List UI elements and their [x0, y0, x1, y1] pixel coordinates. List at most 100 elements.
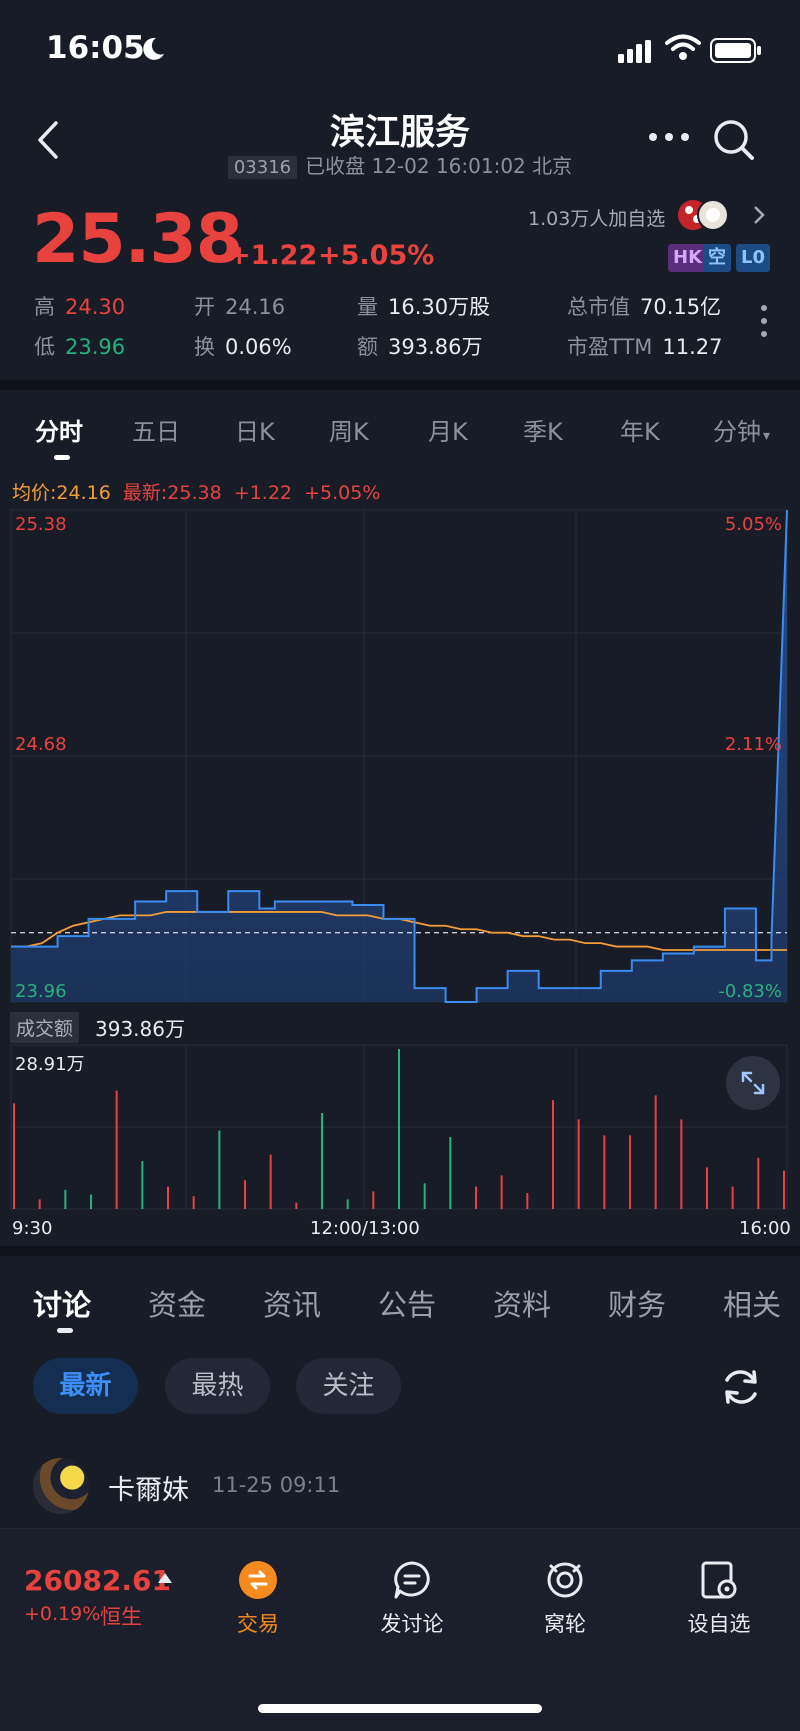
volume-bar	[449, 1137, 452, 1209]
nav-add-watchlist[interactable]: 设自选	[664, 1560, 774, 1638]
tab-capital[interactable]: 资金	[148, 1288, 207, 1322]
volume-bar	[64, 1189, 67, 1209]
volume-bar	[783, 1170, 785, 1209]
intraday-chart[interactable]: 25.38 24.68 23.96 5.05% 2.11% -0.83%	[0, 500, 800, 1240]
triangle-up-icon	[158, 1573, 172, 1583]
stat-turnover-rate: 换 0.06%	[194, 335, 292, 359]
volume-bar	[731, 1186, 734, 1209]
tab-monthly-k[interactable]: 月K	[428, 418, 468, 446]
volume-bar	[757, 1157, 760, 1209]
volume-bar	[295, 1202, 298, 1209]
market-status: 已收盘 12-02 16:01:02 北京	[305, 154, 573, 178]
stat-low: 低 23.96	[34, 335, 126, 359]
y-tick-right-low: -0.83%	[718, 981, 782, 1002]
index-value[interactable]: 26082.61	[24, 1564, 172, 1597]
tab-quarterly-k[interactable]: 季K	[523, 418, 563, 446]
x-tick-mid: 12:00/13:00	[310, 1218, 420, 1239]
tab-daily-k[interactable]: 日K	[235, 418, 275, 446]
tab-yearly-k[interactable]: 年K	[620, 418, 660, 446]
post-author[interactable]: 卡爾妹	[108, 1475, 189, 1506]
avatar[interactable]	[33, 1458, 89, 1514]
moon-icon	[143, 37, 164, 60]
y-tick-mid: 24.68	[15, 734, 67, 755]
filter-latest[interactable]: 最新	[33, 1358, 138, 1414]
price-change: +1.22	[228, 240, 318, 271]
followers-count[interactable]: 1.03万人加自选	[528, 208, 666, 230]
trade-icon	[239, 1561, 277, 1599]
tab-related[interactable]: 相关	[723, 1288, 782, 1322]
tab-financial[interactable]: 财务	[608, 1288, 667, 1322]
tab-minute[interactable]: 分钟 ▾	[713, 418, 771, 446]
filter-hot[interactable]: 最热	[165, 1358, 270, 1414]
volume-bar	[321, 1113, 323, 1209]
stat-high: 高 24.30	[34, 295, 126, 319]
y-tick-high: 25.38	[15, 514, 67, 535]
stock-code: 03316	[227, 156, 298, 179]
volume-bar	[423, 1183, 426, 1209]
volume-bar	[346, 1199, 349, 1209]
index-change: +0.19%	[24, 1603, 101, 1625]
volume-bar	[398, 1049, 400, 1209]
stat-pe: 市盈TTM 11.27	[567, 335, 723, 359]
y-tick-low: 23.96	[15, 981, 67, 1002]
volume-bar	[115, 1090, 118, 1209]
volume-bar	[192, 1196, 195, 1209]
volume-bar	[680, 1119, 683, 1209]
volume-bar	[552, 1100, 554, 1209]
signal-icon	[618, 40, 651, 63]
volume-bar	[167, 1186, 169, 1209]
caret-down-icon: ▾	[763, 428, 771, 444]
badge-short: 空	[703, 244, 731, 272]
volume-bar	[38, 1199, 41, 1209]
expand-icon	[741, 1071, 765, 1095]
vertical-more-icon[interactable]	[760, 304, 768, 338]
tab-intraday[interactable]: 分时	[35, 418, 83, 446]
stat-market-cap: 总市值 70.15亿	[567, 295, 722, 319]
tab-discussion[interactable]: 讨论	[33, 1288, 92, 1322]
post-time: 11-25 09:11	[212, 1473, 341, 1497]
y-tick-right-high: 5.05%	[725, 514, 782, 535]
stat-open: 开 24.16	[194, 295, 286, 319]
stock-subtitle: 03316 已收盘 12-02 16:01:02 北京	[0, 150, 800, 179]
volume-bar	[141, 1161, 144, 1209]
tab-news[interactable]: 资讯	[263, 1288, 322, 1322]
price-area	[11, 510, 787, 1002]
bottom-bar	[0, 1528, 800, 1731]
stat-volume: 量 16.30万股	[357, 295, 491, 319]
volume-bar	[13, 1103, 15, 1209]
x-tick-open: 9:30	[12, 1218, 53, 1239]
page-title: 滨江服务	[329, 113, 470, 153]
tab-profile[interactable]: 资料	[493, 1288, 552, 1322]
volume-bar	[500, 1175, 503, 1209]
chevron-right-icon[interactable]	[752, 204, 766, 226]
nav-trade[interactable]: 交易	[203, 1560, 313, 1638]
warrant-icon	[547, 1562, 583, 1598]
x-tick-close: 16:00	[739, 1218, 791, 1239]
nav-post-discussion[interactable]: 发讨论	[357, 1560, 467, 1638]
home-indicator	[258, 1704, 542, 1713]
tab-announcement[interactable]: 公告	[378, 1288, 437, 1322]
volume-bar	[269, 1154, 272, 1209]
price-change-pct: +5.05%	[318, 240, 435, 271]
tab-underline	[57, 1328, 73, 1333]
nav-warrants[interactable]: 窝轮	[510, 1560, 620, 1638]
back-icon[interactable]	[34, 120, 62, 160]
tab-five-day[interactable]: 五日	[132, 418, 180, 446]
expand-button[interactable]	[726, 1056, 780, 1110]
volume-bar	[218, 1130, 221, 1209]
badge-hk: HK	[668, 244, 708, 272]
refresh-icon[interactable]	[718, 1364, 764, 1410]
volume-bar	[706, 1167, 708, 1209]
tab-weekly-k[interactable]: 周K	[329, 418, 369, 446]
volume-bar	[526, 1193, 529, 1209]
divider	[0, 380, 800, 390]
volume-bar	[244, 1180, 246, 1209]
follower-avatars-icon	[678, 199, 729, 231]
index-name: 恒生	[100, 1605, 142, 1629]
filter-following[interactable]: 关注	[296, 1358, 401, 1414]
more-icon[interactable]	[648, 132, 690, 142]
y-tick-right-mid: 2.11%	[725, 734, 782, 755]
volume-bar	[372, 1191, 375, 1209]
battery-icon	[710, 38, 761, 63]
search-icon[interactable]	[712, 118, 756, 162]
